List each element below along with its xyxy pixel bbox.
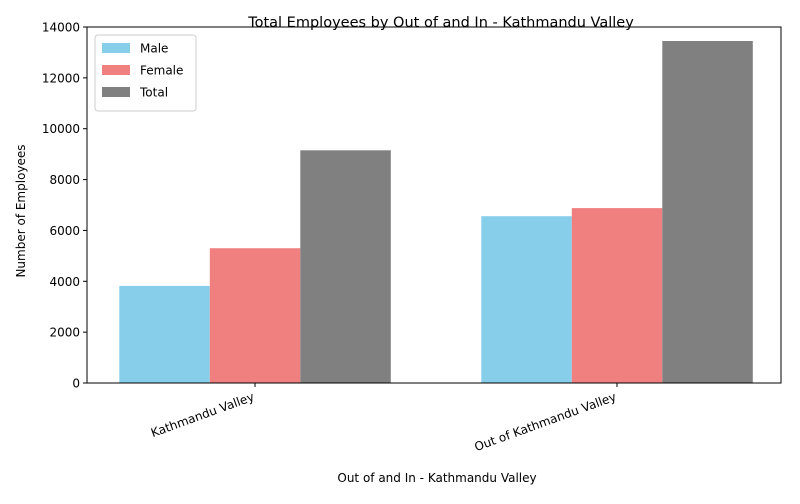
y-axis-label: Number of Employees	[14, 144, 28, 277]
bar-male-2	[481, 216, 572, 383]
y-tick-label: 10000	[42, 122, 80, 136]
x-axis-ticks: Kathmandu Valley Out of Kathmandu Valley	[149, 383, 618, 454]
chart-title: Total Employees by Out of and In - Kathm…	[247, 15, 634, 31]
bar-total-2	[662, 41, 753, 383]
y-tick-label: 2000	[49, 326, 80, 340]
legend-label-total: Total	[139, 86, 168, 100]
y-tick-label: 12000	[42, 71, 80, 85]
bars-layer	[119, 41, 753, 383]
plot-frame	[86, 26, 782, 384]
y-tick-label: 8000	[49, 173, 80, 187]
x-axis-label: Out of and In - Kathmandu Valley	[337, 471, 536, 485]
bar-female-1	[209, 248, 301, 383]
legend-swatch-total	[102, 87, 130, 97]
legend-swatch-female	[102, 65, 130, 75]
y-tick-label: 14000	[42, 21, 80, 35]
legend-label-female: Female	[140, 64, 183, 78]
x-tick-label: Out of Kathmandu Valley	[473, 390, 619, 454]
bar-female-2	[571, 208, 663, 383]
legend-swatch-male	[102, 43, 130, 53]
y-tick-label: 0	[72, 377, 80, 391]
legend: Male Female Total	[94, 34, 197, 112]
y-tick-label: 4000	[49, 275, 80, 289]
y-tick-label: 6000	[49, 224, 80, 238]
legend-label-male: Male	[140, 42, 168, 56]
y-axis-ticks: 0 2000 4000 6000 8000 10000 12000 14000	[42, 21, 87, 391]
x-tick-label: Kathmandu Valley	[149, 390, 256, 440]
bar-total-1	[300, 150, 391, 383]
bar-male-1	[119, 285, 210, 383]
